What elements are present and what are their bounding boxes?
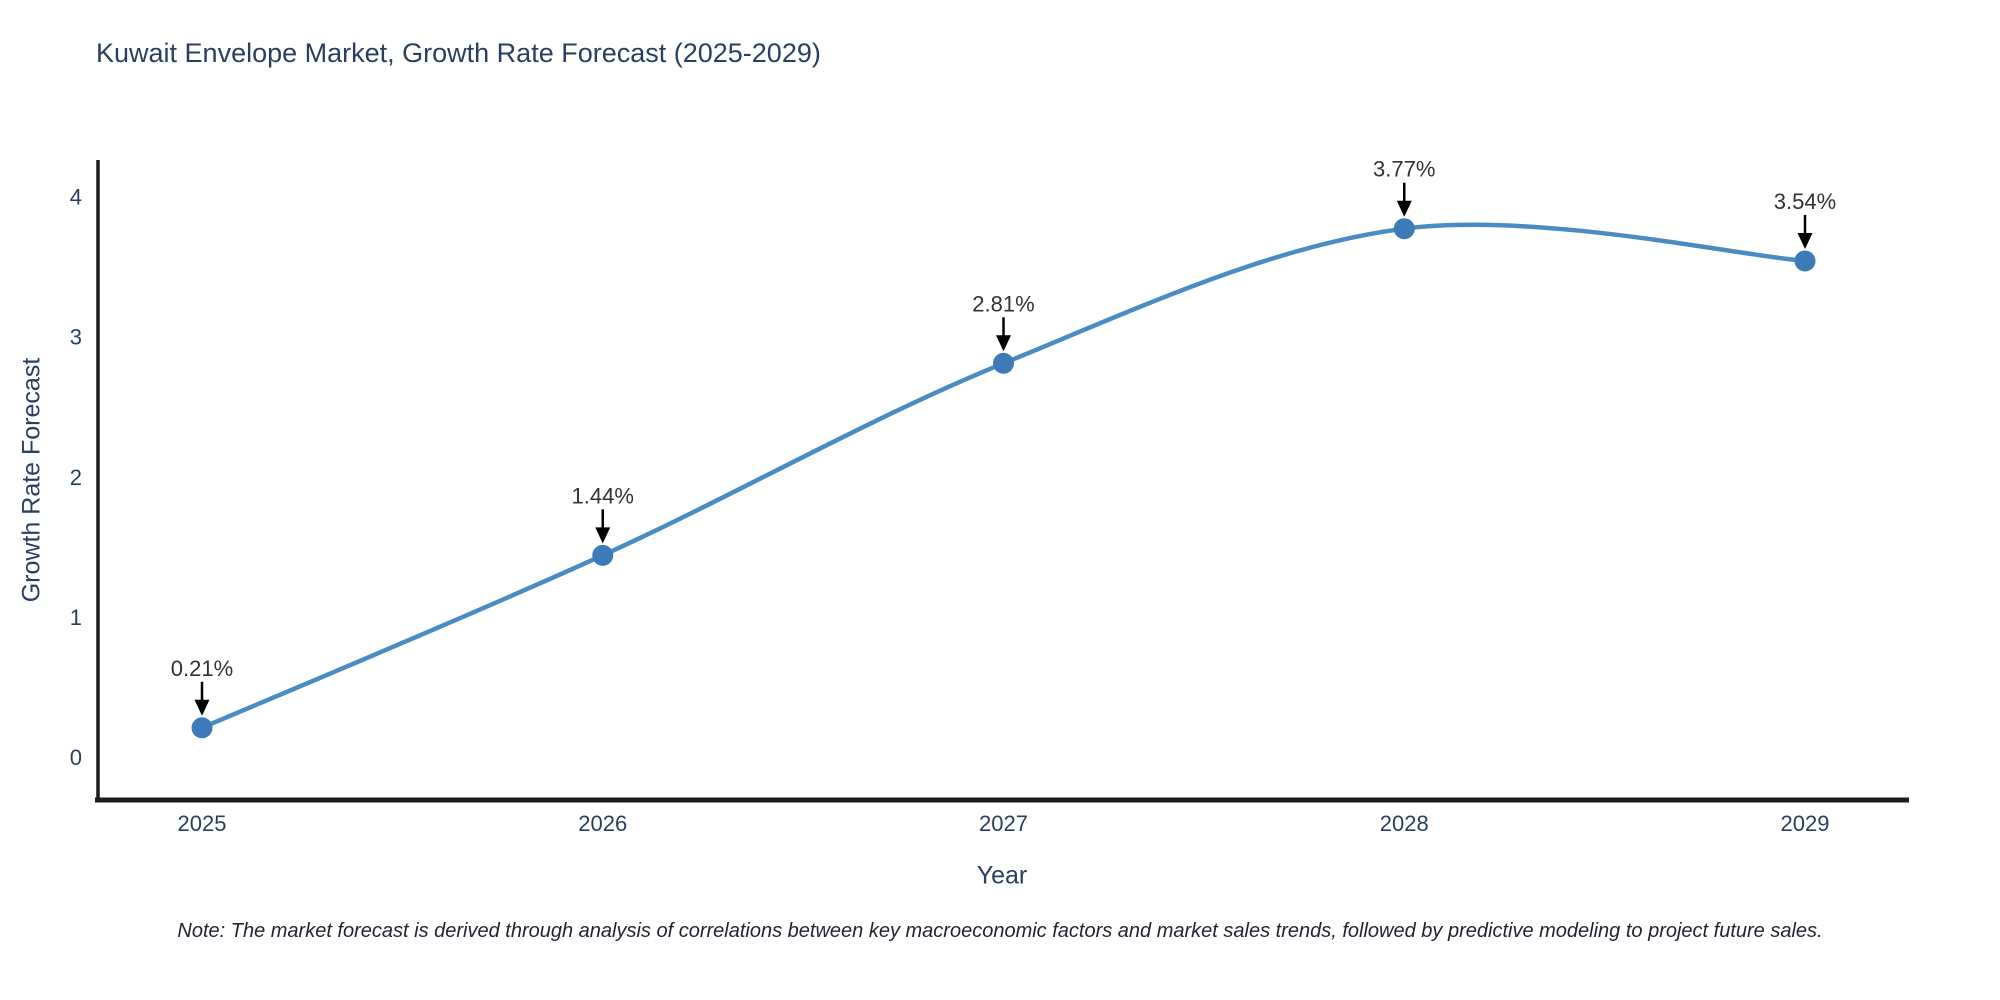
data-point-marker [1393,218,1415,240]
y-tick-label: 0 [70,745,82,770]
data-point-value-label: 2.81% [972,291,1034,316]
data-point-marker [1794,250,1816,272]
annotation-arrow-head [194,699,210,716]
data-point-value-label: 1.44% [572,483,634,508]
annotation-arrow-head [996,335,1011,352]
data-point-value-label: 0.21% [171,656,233,681]
y-tick-label: 3 [70,325,82,350]
data-point-value-label: 3.54% [1774,189,1836,214]
annotation-arrow-head [595,527,611,544]
chart-title: Kuwait Envelope Market, Growth Rate Fore… [96,38,821,68]
data-point-value-label: 3.77% [1373,157,1435,182]
x-tick-label: 2026 [578,811,627,836]
data-point-marker [993,352,1014,374]
data-point-marker [592,544,614,566]
footnote: Note: The market forecast is derived thr… [177,920,1823,942]
x-tick-label: 2027 [979,811,1028,836]
y-tick-label: 2 [70,465,82,490]
data-point-marker [191,717,213,739]
x-tick-label: 2028 [1380,811,1429,836]
x-tick-label: 2025 [178,811,227,836]
y-tick-label: 4 [70,184,82,209]
x-tick-label: 2029 [1781,811,1830,836]
y-tick-label: 1 [70,605,82,630]
annotation-arrow-head [1396,200,1412,217]
annotation-arrow-head [1797,232,1813,249]
y-axis-title: Growth Rate Forecast [17,357,46,603]
x-axis-title: Year [976,861,1028,890]
